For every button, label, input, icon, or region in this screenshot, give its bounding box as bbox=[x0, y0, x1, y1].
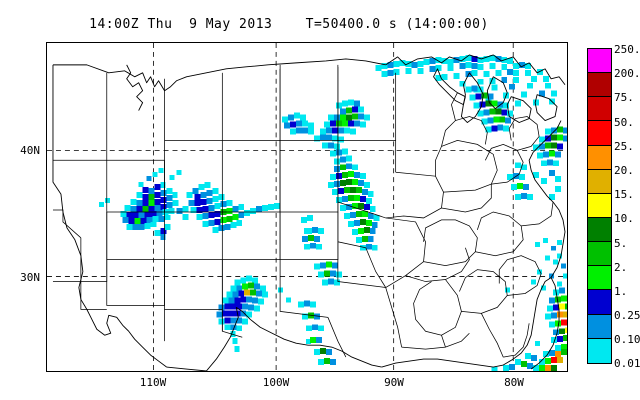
colorbar-tick-label: 2. bbox=[614, 261, 628, 274]
colorbar-tick-label: 0.01 bbox=[614, 357, 640, 370]
colorbar-band bbox=[588, 266, 611, 291]
y-tick-label-0: 40N bbox=[20, 144, 40, 157]
colorbar-tick-label: 10. bbox=[614, 212, 634, 225]
colorbar-band bbox=[588, 314, 611, 339]
precipitation-map[interactable] bbox=[46, 42, 568, 372]
colorbar-tick-label: 0.25 bbox=[614, 309, 640, 322]
x-tick-label-3: 80W bbox=[504, 376, 524, 389]
colorbar-tick-label: 20. bbox=[614, 164, 634, 177]
colorbar-band bbox=[588, 169, 611, 194]
map-svg bbox=[47, 43, 567, 371]
y-tick-label-1: 30N bbox=[20, 271, 40, 284]
precip-great-lakes bbox=[375, 54, 558, 109]
colorbar-band bbox=[588, 49, 611, 74]
colorbar-tick-label: 200. bbox=[614, 67, 640, 80]
precip-texas-panhandle bbox=[216, 275, 323, 365]
colorbar-tick-label: 250. bbox=[614, 43, 640, 56]
colorbar[interactable] bbox=[587, 48, 612, 364]
colorbar-band bbox=[588, 242, 611, 267]
colorbar-band bbox=[588, 338, 611, 363]
page-title: 14:00Z Thu 9 May 2013 T=50400.0 s (14:00… bbox=[89, 17, 489, 32]
colorbar-tick-label: 50. bbox=[614, 116, 634, 129]
state-boundaries bbox=[52, 64, 554, 358]
colorbar-tick-label: 15. bbox=[614, 188, 634, 201]
coastlines-and-borders bbox=[52, 54, 566, 371]
colorbar-band bbox=[588, 73, 611, 98]
precip-missouri-midwest bbox=[282, 99, 380, 366]
colorbar-band bbox=[588, 121, 611, 146]
x-tick-label-1: 100W bbox=[262, 376, 290, 389]
colorbar-band bbox=[588, 290, 611, 315]
colorbar-tick-label: 1. bbox=[614, 285, 628, 298]
precip-colorado-kansas bbox=[98, 168, 313, 240]
colorbar-tick-label: 5. bbox=[614, 237, 628, 250]
colorbar-tick-label: 0.10 bbox=[614, 333, 640, 346]
colorbar-band bbox=[588, 145, 611, 170]
colorbar-band bbox=[588, 217, 611, 243]
precip-florida-atlantic bbox=[491, 237, 567, 371]
x-tick-label-2: 90W bbox=[384, 376, 404, 389]
precipitation-field bbox=[98, 54, 567, 371]
colorbar-tick-label: 75. bbox=[614, 91, 634, 104]
x-tick-label-0: 110W bbox=[139, 376, 167, 389]
colorbar-band bbox=[588, 97, 611, 122]
colorbar-tick-label: 25. bbox=[614, 140, 634, 153]
colorbar-band bbox=[588, 193, 611, 218]
